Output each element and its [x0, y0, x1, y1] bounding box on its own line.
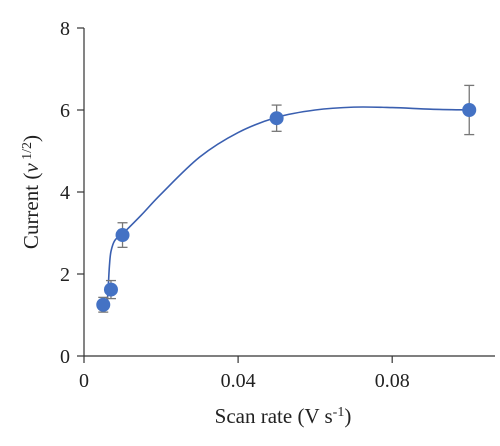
y-tick-label-4: 8	[60, 18, 70, 40]
data-point-4	[462, 103, 477, 117]
x-tick-label-1: 0.04	[221, 370, 256, 392]
data-point-0	[96, 297, 111, 312]
data-point-3	[269, 111, 284, 126]
data-point-2	[115, 228, 130, 243]
y-tick-label-1: 2	[60, 264, 70, 286]
y-tick-label-3: 6	[60, 100, 70, 122]
y-tick-label-0: 0	[60, 346, 70, 368]
y-tick-label-2: 4	[60, 182, 70, 204]
y-axis-title: Current (ν 1/2)	[19, 135, 43, 249]
fit-curve	[106, 106, 470, 305]
x-axis-title: Scan rate (V s-1)	[215, 404, 352, 428]
x-tick-label-2: 0.08	[375, 370, 410, 392]
x-tick-label-0: 0	[79, 370, 89, 392]
data-point-1	[103, 282, 118, 297]
